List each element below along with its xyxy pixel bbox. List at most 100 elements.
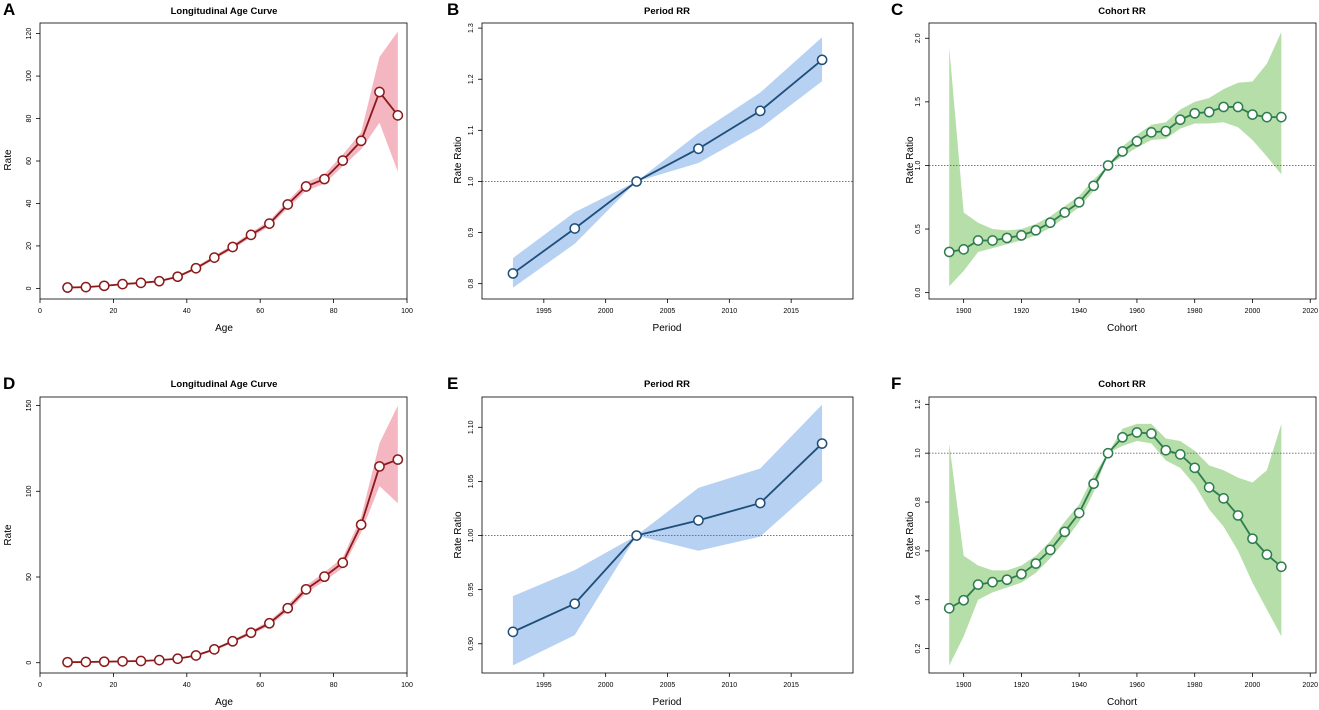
data-point	[1146, 428, 1157, 439]
y-axis-label: Rate Ratio	[453, 136, 464, 184]
x-tick-label: 2000	[598, 308, 614, 315]
y-tick-label: 0.0	[915, 288, 922, 298]
x-tick-label: 2000	[1245, 682, 1261, 689]
data-point	[190, 262, 202, 274]
data-point	[816, 438, 828, 449]
x-tick-label: 20	[110, 308, 118, 315]
y-tick-label: 1.0	[915, 160, 922, 170]
plot-frame	[928, 22, 1317, 300]
y-tick-label: 0.4	[915, 595, 922, 605]
data-point	[1044, 544, 1056, 556]
panel-letter: E	[447, 374, 458, 393]
data-point	[245, 229, 257, 241]
x-tick-label: 1920	[1014, 308, 1030, 315]
x-tick-label: 1940	[1071, 682, 1087, 689]
data-point	[355, 519, 367, 531]
x-tick-label: 2015	[783, 682, 799, 689]
data-point	[1044, 217, 1056, 229]
x-tick-label: 1960	[1129, 308, 1145, 315]
y-tick-label: 100	[26, 485, 33, 497]
data-point	[98, 656, 110, 668]
data-point	[1232, 510, 1244, 521]
chart-title: Period RR	[644, 379, 690, 390]
x-tick-label: 80	[330, 682, 338, 689]
y-tick-label: 0.90	[468, 637, 475, 651]
data-point	[135, 277, 147, 289]
data-point	[337, 155, 349, 166]
data-point	[153, 654, 165, 666]
data-point	[1088, 478, 1099, 490]
data-point	[693, 143, 704, 155]
y-axis-label: Rate Ratio	[905, 136, 916, 184]
data-point	[569, 598, 581, 610]
data-point	[1218, 493, 1229, 504]
y-tick-label: 1.0	[468, 176, 475, 186]
data-point	[1117, 431, 1128, 443]
series-line	[512, 442, 823, 633]
data-point	[319, 571, 330, 583]
x-tick-label: 2000	[1245, 308, 1261, 315]
data-point	[227, 241, 239, 253]
data-point	[62, 656, 73, 668]
y-tick-label: 0.5	[915, 224, 922, 234]
panel-e: E Period RR Period Rate Ratio 1995 2000 20…	[447, 374, 854, 708]
data-point	[1131, 135, 1143, 147]
x-tick-label: 40	[183, 682, 191, 689]
data-point	[264, 617, 275, 629]
data-point	[98, 280, 110, 292]
y-tick-label: 1.05	[468, 475, 475, 489]
x-tick-label: 1900	[956, 308, 972, 315]
x-tick-label: 1980	[1187, 682, 1203, 689]
confidence-band	[949, 423, 1282, 666]
data-point	[754, 497, 766, 509]
data-point	[282, 199, 294, 210]
data-point	[1001, 232, 1013, 244]
x-tick-label: 40	[183, 308, 191, 315]
data-point	[80, 281, 92, 293]
x-tick-label: 2020	[1302, 308, 1318, 315]
x-tick-label: 2015	[783, 308, 799, 315]
data-point	[1059, 207, 1071, 218]
x-tick-label: 100	[401, 682, 413, 689]
data-point	[135, 655, 147, 667]
data-point	[208, 252, 220, 263]
y-tick-label: 1.3	[468, 23, 475, 33]
panel-a: A Longitudinal Age Curve Age Rate 0 20 40 6…	[3, 0, 413, 334]
data-point	[80, 656, 92, 668]
x-tick-label: 1995	[536, 682, 552, 689]
x-axis-label: Cohort	[1107, 323, 1137, 334]
panel-letter: B	[447, 0, 459, 19]
data-point	[227, 635, 239, 647]
data-point	[1174, 114, 1186, 126]
y-tick-label: 0.2	[915, 644, 922, 654]
data-point	[1059, 526, 1071, 538]
data-point	[1073, 196, 1085, 208]
panel-c: C Cohort RR Cohort Rate Ratio 1900 1920 19…	[891, 0, 1318, 334]
confidence-band	[512, 404, 823, 666]
data-point	[958, 594, 970, 606]
confidence-band	[512, 37, 823, 288]
plot-frame	[39, 396, 408, 674]
data-point	[172, 271, 183, 283]
x-tick-label: 20	[110, 682, 118, 689]
data-point	[1203, 106, 1215, 118]
data-point	[392, 454, 404, 465]
data-point	[62, 282, 73, 293]
panel-letter: C	[891, 0, 903, 19]
y-axis-label: Rate Ratio	[905, 511, 916, 559]
panel-letter: D	[3, 374, 15, 393]
x-tick-label: 60	[256, 682, 264, 689]
y-tick-label: 1.5	[915, 97, 922, 107]
data-point	[693, 515, 704, 526]
y-tick-label: 40	[26, 199, 33, 207]
y-tick-label: 20	[26, 242, 33, 250]
y-tick-label: 1.10	[468, 420, 475, 434]
data-point	[337, 557, 349, 569]
y-tick-label: 60	[26, 157, 33, 165]
data-point	[264, 218, 275, 229]
data-point	[816, 54, 828, 66]
data-point	[319, 173, 330, 185]
data-point	[1073, 507, 1085, 519]
panel-letter: F	[891, 374, 901, 393]
data-point	[958, 244, 970, 255]
